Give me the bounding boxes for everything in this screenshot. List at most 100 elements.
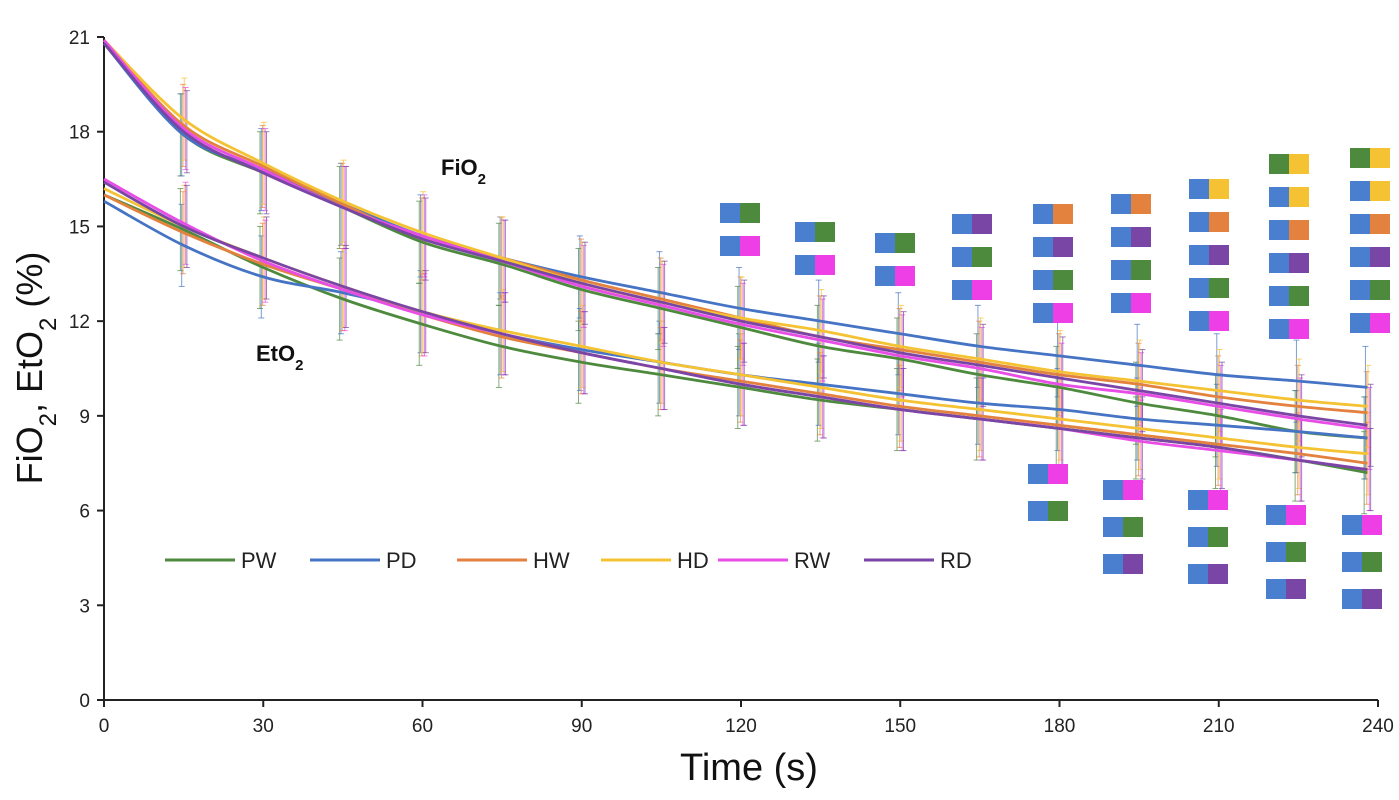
significance-marker bbox=[952, 247, 992, 267]
significance-marker bbox=[720, 236, 760, 256]
x-tick-label: 180 bbox=[1044, 716, 1076, 737]
series-line-rd-fio2 bbox=[102, 42, 1368, 427]
significance-marker bbox=[1103, 554, 1143, 574]
marker-square bbox=[952, 214, 972, 234]
significance-marker bbox=[1350, 148, 1390, 168]
significance-marker bbox=[1033, 303, 1073, 323]
marker-square bbox=[1189, 245, 1209, 265]
legend-label: RD bbox=[940, 548, 972, 573]
significance-marker bbox=[1189, 245, 1229, 265]
marker-square bbox=[1033, 270, 1053, 290]
marker-square bbox=[1208, 564, 1228, 584]
significance-marker bbox=[1028, 501, 1068, 521]
series-line-hd-fio2 bbox=[103, 39, 1368, 408]
significance-marker bbox=[1269, 220, 1309, 240]
marker-square bbox=[972, 280, 992, 300]
legend-item-rd: RD bbox=[864, 548, 972, 573]
legend-label: PW bbox=[241, 548, 277, 573]
marker-square bbox=[1123, 517, 1143, 537]
y-axis-title-part: (%) bbox=[9, 252, 50, 318]
marker-square bbox=[1350, 148, 1370, 168]
marker-square bbox=[1188, 564, 1208, 584]
marker-square bbox=[1350, 214, 1370, 234]
marker-square bbox=[952, 280, 972, 300]
y-axis-title-part: , EtO bbox=[9, 331, 50, 413]
significance-marker bbox=[1111, 293, 1151, 313]
significance-marker bbox=[952, 214, 992, 234]
marker-square bbox=[1189, 212, 1209, 232]
marker-square bbox=[1103, 554, 1123, 574]
significance-marker bbox=[1189, 212, 1229, 232]
legend-item-hw: HW bbox=[457, 548, 570, 573]
marker-square bbox=[1209, 212, 1229, 232]
significance-marker bbox=[875, 233, 915, 253]
marker-square bbox=[1053, 204, 1073, 224]
marker-square bbox=[1370, 280, 1390, 300]
marker-square bbox=[952, 247, 972, 267]
x-ticks: 0 30 60 90 120 150 180 210 240 bbox=[99, 700, 1394, 737]
marker-square bbox=[1266, 542, 1286, 562]
marker-square bbox=[1289, 154, 1309, 174]
significance-marker bbox=[1266, 505, 1306, 525]
x-tick-label: 240 bbox=[1362, 716, 1394, 737]
legend-label: HD bbox=[677, 548, 709, 573]
series-line-rd-eto2 bbox=[103, 180, 1368, 471]
marker-square bbox=[875, 233, 895, 253]
marker-square bbox=[1269, 187, 1289, 207]
significance-marker bbox=[875, 266, 915, 286]
significance-marker bbox=[795, 255, 835, 275]
marker-square bbox=[972, 247, 992, 267]
marker-square bbox=[1370, 247, 1390, 267]
marker-square bbox=[1350, 247, 1370, 267]
significance-markers bbox=[720, 148, 1390, 609]
marker-square bbox=[1189, 311, 1209, 331]
legend-item-pd: PD bbox=[310, 548, 417, 573]
significance-marker bbox=[1269, 286, 1309, 306]
legend-label: PD bbox=[386, 548, 417, 573]
marker-square bbox=[1342, 552, 1362, 572]
marker-square bbox=[1111, 194, 1131, 214]
significance-marker bbox=[1350, 214, 1390, 234]
y-tick-label: 3 bbox=[79, 596, 90, 617]
y-tick-label: 12 bbox=[69, 312, 90, 333]
significance-marker bbox=[1033, 237, 1073, 257]
marker-square bbox=[1103, 517, 1123, 537]
legend: PW PD HW HD RW RD bbox=[165, 548, 972, 573]
significance-marker bbox=[1111, 194, 1151, 214]
marker-square bbox=[1289, 220, 1309, 240]
series-line-pd-fio2 bbox=[102, 42, 1368, 389]
significance-marker bbox=[1188, 527, 1228, 547]
significance-marker bbox=[1189, 278, 1229, 298]
marker-square bbox=[1289, 286, 1309, 306]
x-tick-label: 60 bbox=[412, 716, 433, 737]
marker-square bbox=[795, 222, 815, 242]
marker-square bbox=[1289, 253, 1309, 273]
marker-square bbox=[1266, 505, 1286, 525]
marker-square bbox=[1342, 589, 1362, 609]
legend-label: RW bbox=[794, 548, 830, 573]
significance-marker bbox=[1033, 204, 1073, 224]
y-axis-title-part: FiO bbox=[9, 426, 50, 484]
significance-marker bbox=[1266, 542, 1306, 562]
marker-square bbox=[815, 222, 835, 242]
x-tick-label: 90 bbox=[571, 716, 592, 737]
eto2-label: EtO2 bbox=[256, 341, 303, 374]
marker-square bbox=[1208, 490, 1228, 510]
significance-marker bbox=[1266, 579, 1306, 599]
significance-marker bbox=[795, 222, 835, 242]
marker-square bbox=[1370, 313, 1390, 333]
marker-square bbox=[1286, 579, 1306, 599]
marker-square bbox=[1111, 227, 1131, 247]
marker-square bbox=[1209, 245, 1229, 265]
marker-square bbox=[972, 214, 992, 234]
significance-marker bbox=[1350, 181, 1390, 201]
marker-square bbox=[895, 233, 915, 253]
significance-marker bbox=[1342, 552, 1382, 572]
y-ticks: 0 3 6 9 12 15 18 21 bbox=[69, 28, 104, 712]
marker-square bbox=[1209, 179, 1229, 199]
marker-square bbox=[1131, 194, 1151, 214]
marker-square bbox=[1053, 270, 1073, 290]
significance-marker bbox=[1342, 515, 1382, 535]
marker-square bbox=[815, 255, 835, 275]
